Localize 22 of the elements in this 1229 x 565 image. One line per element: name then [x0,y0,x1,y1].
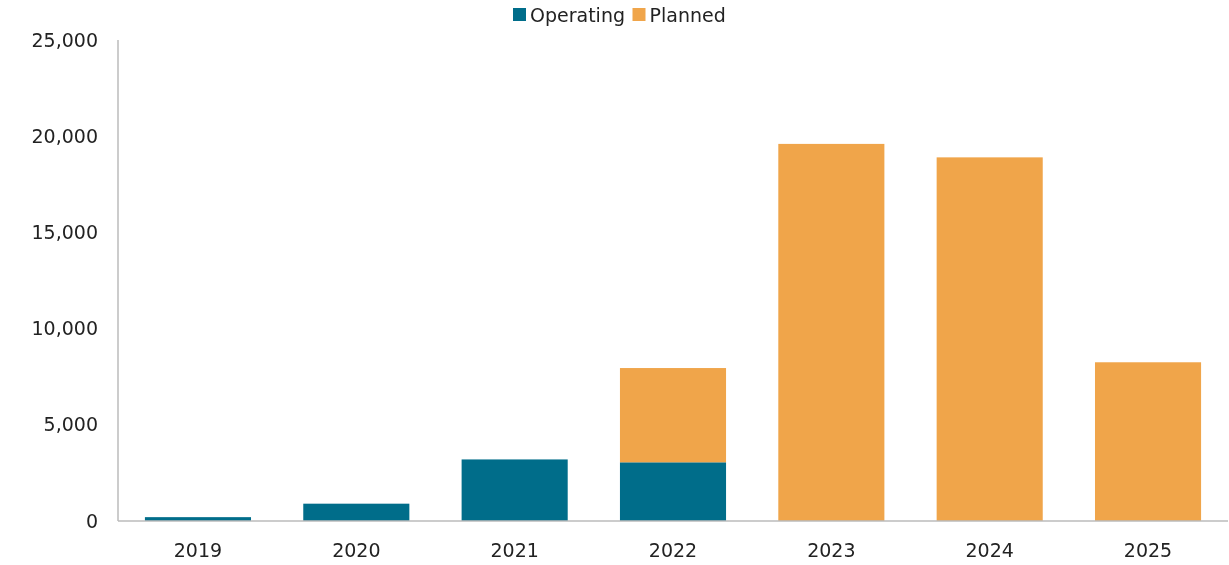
legend-label: Operating [530,3,625,26]
bar [936,157,1043,521]
y-tick-label: 0 [85,509,98,532]
x-tick-label: 2020 [332,539,381,561]
y-tick-label: 15,000 [31,221,98,244]
legend-label: Planned [649,3,726,26]
y-tick-label: 5,000 [43,413,98,436]
bar [461,459,568,521]
bar [619,368,727,463]
y-tick-label: 10,000 [31,317,98,340]
x-tick-label: 2023 [807,539,856,561]
bar [1094,362,1202,521]
x-tick-label: 2025 [1123,539,1173,561]
x-tick-label: 2024 [965,539,1014,561]
y-tick-label: 25,000 [31,28,98,51]
x-tick-label: 2021 [490,539,539,561]
bar [619,462,727,521]
x-tick-label: 2019 [173,539,223,561]
bar [303,503,410,521]
x-tick-label: 2022 [648,539,698,561]
bar [778,143,885,521]
y-tick-label: 20,000 [31,124,98,147]
